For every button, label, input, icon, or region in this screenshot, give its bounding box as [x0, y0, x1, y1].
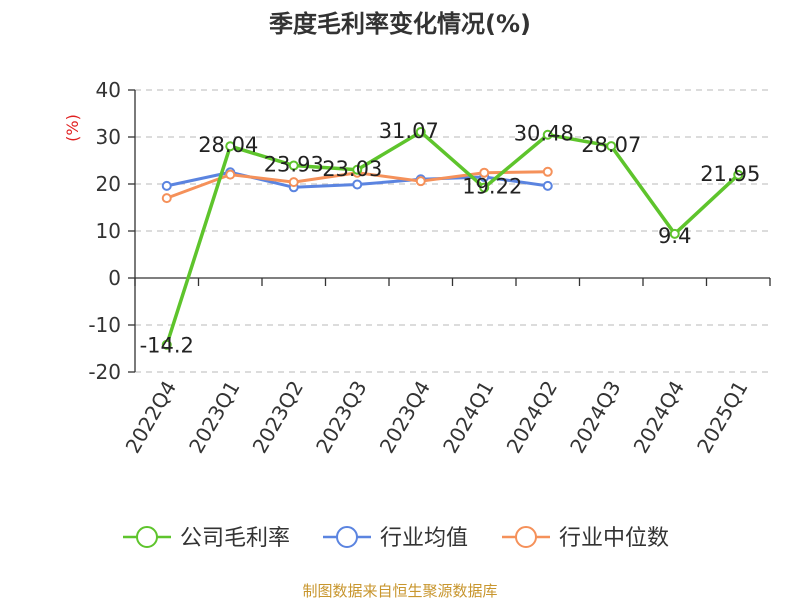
data-point — [352, 179, 363, 190]
data-label: 30.48 — [514, 122, 574, 146]
data-point — [415, 126, 426, 137]
data-point — [606, 141, 617, 152]
data-point — [288, 160, 299, 171]
data-label: 19.22 — [462, 175, 522, 199]
legend-swatch-marker — [336, 526, 358, 548]
legend-swatch-marker — [136, 526, 158, 548]
data-point — [542, 180, 553, 191]
x-tick-label: 2024Q4 — [629, 377, 689, 458]
data-point — [352, 164, 363, 175]
data-point — [161, 339, 172, 350]
data-point — [669, 228, 680, 239]
legend-label: 行业均值 — [380, 526, 468, 551]
legend: 公司毛利率 行业均值 行业中位数 — [123, 526, 669, 551]
legend-swatch-marker — [515, 526, 537, 548]
data-point — [542, 166, 553, 177]
data-label: 23.03 — [322, 157, 382, 181]
y-tick-label: 20 — [96, 172, 121, 196]
data-label: 31.07 — [379, 119, 439, 143]
data-point — [479, 182, 490, 193]
y-tick-label: -10 — [88, 313, 121, 337]
data-point — [225, 141, 236, 152]
x-tick-label: 2023Q4 — [375, 377, 435, 458]
x-tick-label: 2023Q3 — [311, 377, 371, 458]
source-note: 制图数据来自恒生聚源数据库 — [302, 582, 497, 600]
y-tick-label: 40 — [96, 78, 121, 102]
y-tick-label: 10 — [96, 219, 121, 243]
data-label: 23.93 — [264, 153, 324, 177]
x-tick-label: 2024Q3 — [565, 377, 625, 458]
legend-label: 行业中位数 — [559, 526, 669, 551]
data-point — [733, 169, 744, 180]
data-point — [415, 176, 426, 187]
x-tick-label: 2024Q2 — [502, 377, 562, 458]
x-tick-label: 2023Q1 — [184, 377, 244, 458]
series-line — [165, 130, 740, 346]
data-label: 9.4 — [658, 224, 691, 248]
y-tick-label: -20 — [88, 360, 121, 384]
y-tick-label: 0 — [108, 266, 121, 290]
x-tick-label: 2022Q4 — [121, 377, 181, 458]
y-axis-label: (%) — [63, 114, 82, 142]
x-tick-label: 2025Q1 — [692, 377, 752, 458]
data-point — [542, 129, 553, 140]
x-tick-label: 2024Q1 — [438, 377, 498, 458]
data-label: 21.95 — [700, 162, 760, 186]
series-lines — [165, 130, 740, 346]
data-point — [479, 167, 490, 178]
data-label: 28.04 — [198, 133, 258, 157]
data-point — [225, 169, 236, 180]
chart-title: 季度毛利率变化情况(%) — [269, 10, 531, 38]
data-point — [161, 193, 172, 204]
data-label: -14.2 — [140, 334, 194, 358]
grid-lines — [135, 89, 770, 373]
series-points — [161, 126, 744, 350]
data-label: 28.07 — [581, 133, 641, 157]
legend-label: 公司毛利率 — [180, 526, 290, 551]
y-tick-label: 30 — [96, 125, 121, 149]
data-point — [161, 180, 172, 191]
x-tick-label: 2023Q2 — [248, 377, 308, 458]
data-point — [288, 177, 299, 188]
